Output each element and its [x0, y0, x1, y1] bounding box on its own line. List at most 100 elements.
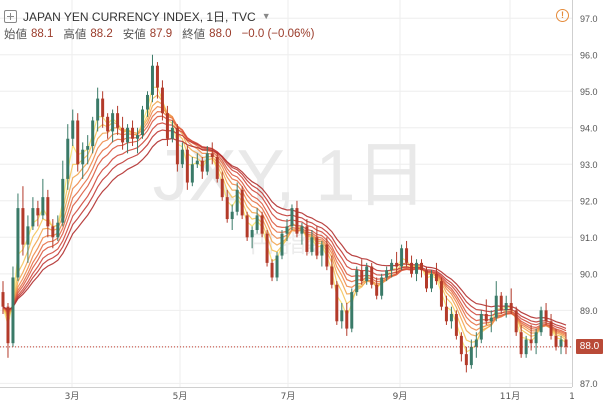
candle-body	[295, 208, 299, 234]
candle-body	[46, 197, 50, 227]
candle-body	[534, 332, 538, 344]
y-tick-label: 95.0	[580, 87, 598, 97]
candle-body	[170, 127, 174, 139]
candle-body	[380, 277, 384, 296]
candle-body	[559, 339, 563, 347]
candle-body	[390, 262, 394, 271]
y-tick-label: 93.0	[580, 160, 598, 170]
add-symbol-icon[interactable]	[4, 9, 17, 23]
candle-body	[6, 306, 10, 344]
candle-body	[420, 262, 424, 271]
x-tick-label: 3月	[65, 391, 80, 402]
y-tick-label: 97.0	[580, 14, 598, 24]
candle-body	[285, 226, 289, 234]
y-tick-label: 87.0	[580, 379, 598, 389]
candle-body	[96, 98, 100, 121]
candle-body	[385, 270, 389, 278]
candle-body	[121, 127, 125, 143]
moving-average-line	[2, 94, 567, 343]
candle-body	[31, 208, 35, 227]
candle-body	[136, 135, 140, 139]
x-tick-label: 7月	[281, 391, 296, 402]
candle-body	[300, 226, 304, 234]
candle-body	[514, 310, 518, 333]
candle-body	[260, 215, 264, 234]
candle-body	[76, 120, 80, 165]
y-tick-label: 96.0	[580, 50, 598, 60]
candle-body	[305, 226, 309, 252]
candle-body	[180, 149, 184, 165]
candle-body	[56, 222, 60, 238]
open-value: 88.1	[31, 28, 54, 40]
candle-body	[71, 120, 75, 139]
candle-body	[459, 335, 463, 355]
candle-body	[375, 284, 379, 296]
symbol-title[interactable]: JAPAN YEN CURRENCY INDEX, 1日, TVC	[23, 9, 256, 24]
candle-body	[484, 313, 488, 322]
candle-body	[195, 160, 199, 165]
candle-body	[91, 120, 95, 147]
candle-body	[250, 230, 254, 238]
candle-body	[175, 127, 179, 165]
close-label: 終値	[182, 29, 206, 41]
candle-body	[315, 237, 319, 256]
time-axis-background	[0, 387, 603, 403]
info-icon[interactable]: !	[556, 9, 569, 22]
change-value: −0.0 (−0.06%)	[241, 28, 315, 40]
candle-body	[325, 244, 329, 267]
candle-body	[86, 146, 90, 150]
candle-body	[205, 153, 209, 172]
candle-body	[215, 156, 219, 179]
candle-body	[549, 321, 553, 336]
candle-body	[529, 339, 533, 344]
candle-body	[275, 255, 279, 278]
candle-body	[425, 270, 428, 289]
low-label: 安値	[122, 29, 146, 41]
chevron-down-icon[interactable]: ▼	[261, 11, 271, 21]
chart-header: JAPAN YEN CURRENCY INDEX, 1日, TVC ▼	[4, 7, 271, 25]
candle-body	[220, 178, 224, 198]
moving-average-line	[2, 105, 567, 337]
moving-average-line	[2, 129, 567, 329]
x-tick-label: 5月	[173, 391, 188, 402]
candle-body	[106, 116, 110, 132]
candle-body	[434, 273, 438, 282]
candle-body	[255, 215, 259, 231]
candle-body	[345, 310, 349, 329]
candle-body	[360, 270, 364, 282]
y-tick-label: 90.0	[580, 269, 598, 279]
candle-body	[150, 65, 154, 95]
candle-body	[245, 215, 249, 238]
candle-body	[270, 262, 274, 278]
candle-body	[280, 233, 284, 256]
candle-body	[111, 113, 115, 132]
candle-body	[370, 266, 374, 285]
candle-body	[225, 197, 229, 220]
candle-body	[310, 237, 314, 252]
candle-body	[81, 149, 85, 165]
candle-body	[116, 113, 120, 128]
y-tick-label: 94.0	[580, 123, 598, 133]
candle-body	[405, 248, 409, 263]
candle-body	[469, 346, 473, 366]
candle-body	[290, 208, 294, 227]
candle-body	[464, 354, 468, 366]
candle-body	[479, 313, 483, 340]
candle-body	[330, 266, 334, 285]
candle-body	[145, 94, 149, 110]
candle-body	[185, 149, 189, 183]
candle-body	[155, 65, 159, 88]
candle-body	[141, 109, 144, 136]
candle-body	[200, 160, 204, 172]
candle-body	[499, 295, 503, 311]
candle-body	[454, 313, 458, 336]
candle-body	[504, 303, 508, 311]
candle-body	[265, 233, 269, 263]
x-tick-label: 9月	[393, 391, 408, 402]
candle-body	[410, 262, 414, 274]
candle-body	[415, 262, 419, 274]
candle-body	[365, 266, 369, 282]
candle-body	[66, 138, 70, 179]
